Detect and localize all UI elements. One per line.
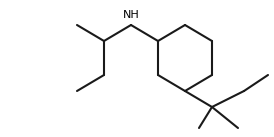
Text: NH: NH bbox=[123, 9, 139, 19]
